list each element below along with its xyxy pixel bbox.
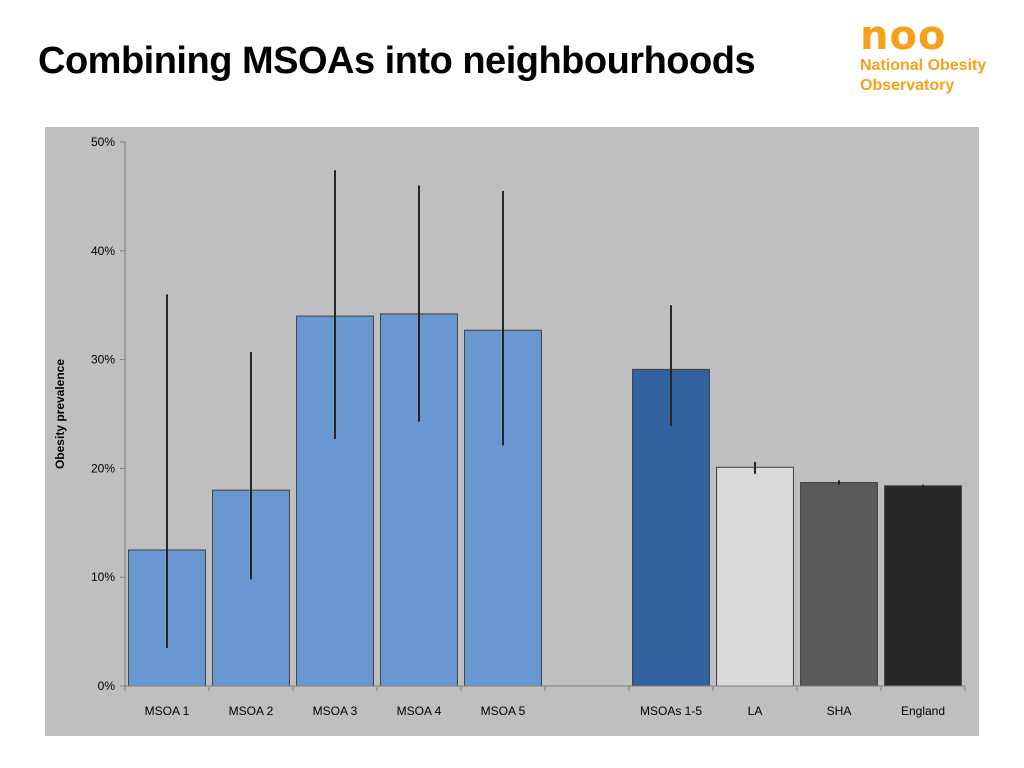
- logo-line-1: National Obesity: [860, 57, 987, 74]
- logo-line-2: Observatory: [860, 77, 955, 94]
- x-tick-label: MSOA 3: [313, 704, 358, 718]
- x-tick-label: MSOA 2: [229, 704, 274, 718]
- y-tick-label: 30%: [91, 353, 115, 367]
- y-tick-label: 40%: [91, 244, 115, 258]
- x-tick-label: MSOA 1: [145, 704, 190, 718]
- x-tick-label: LA: [748, 704, 763, 718]
- y-tick-label: 0%: [98, 679, 116, 693]
- x-tick-label: SHA: [827, 704, 852, 718]
- x-tick-label: MSOA 4: [397, 704, 442, 718]
- logo-mark: noo: [860, 13, 947, 59]
- y-tick-label: 10%: [91, 570, 115, 584]
- x-tick-label: MSOA 5: [481, 704, 526, 718]
- noo-logo: noo National Obesity Observatory: [860, 16, 1010, 96]
- y-axis-label: Obesity prevalence: [53, 359, 67, 469]
- bar-chart: 0% 10% 20% 30% 40% 50% Obesity prevalence MSOA …: [53, 135, 966, 718]
- chart-area: 0% 10% 20% 30% 40% 50% Obesity prevalence MSOA …: [45, 127, 979, 736]
- bar: [716, 466, 794, 687]
- bar: [800, 482, 878, 687]
- x-tick-label: England: [901, 704, 945, 718]
- bar: [884, 485, 962, 687]
- y-tick-label: 20%: [91, 461, 115, 475]
- slide-title: Combining MSOAs into neighbourhoods: [38, 40, 756, 82]
- x-tick-label: MSOAs 1-5: [640, 704, 702, 718]
- y-tick-label: 50%: [91, 135, 115, 149]
